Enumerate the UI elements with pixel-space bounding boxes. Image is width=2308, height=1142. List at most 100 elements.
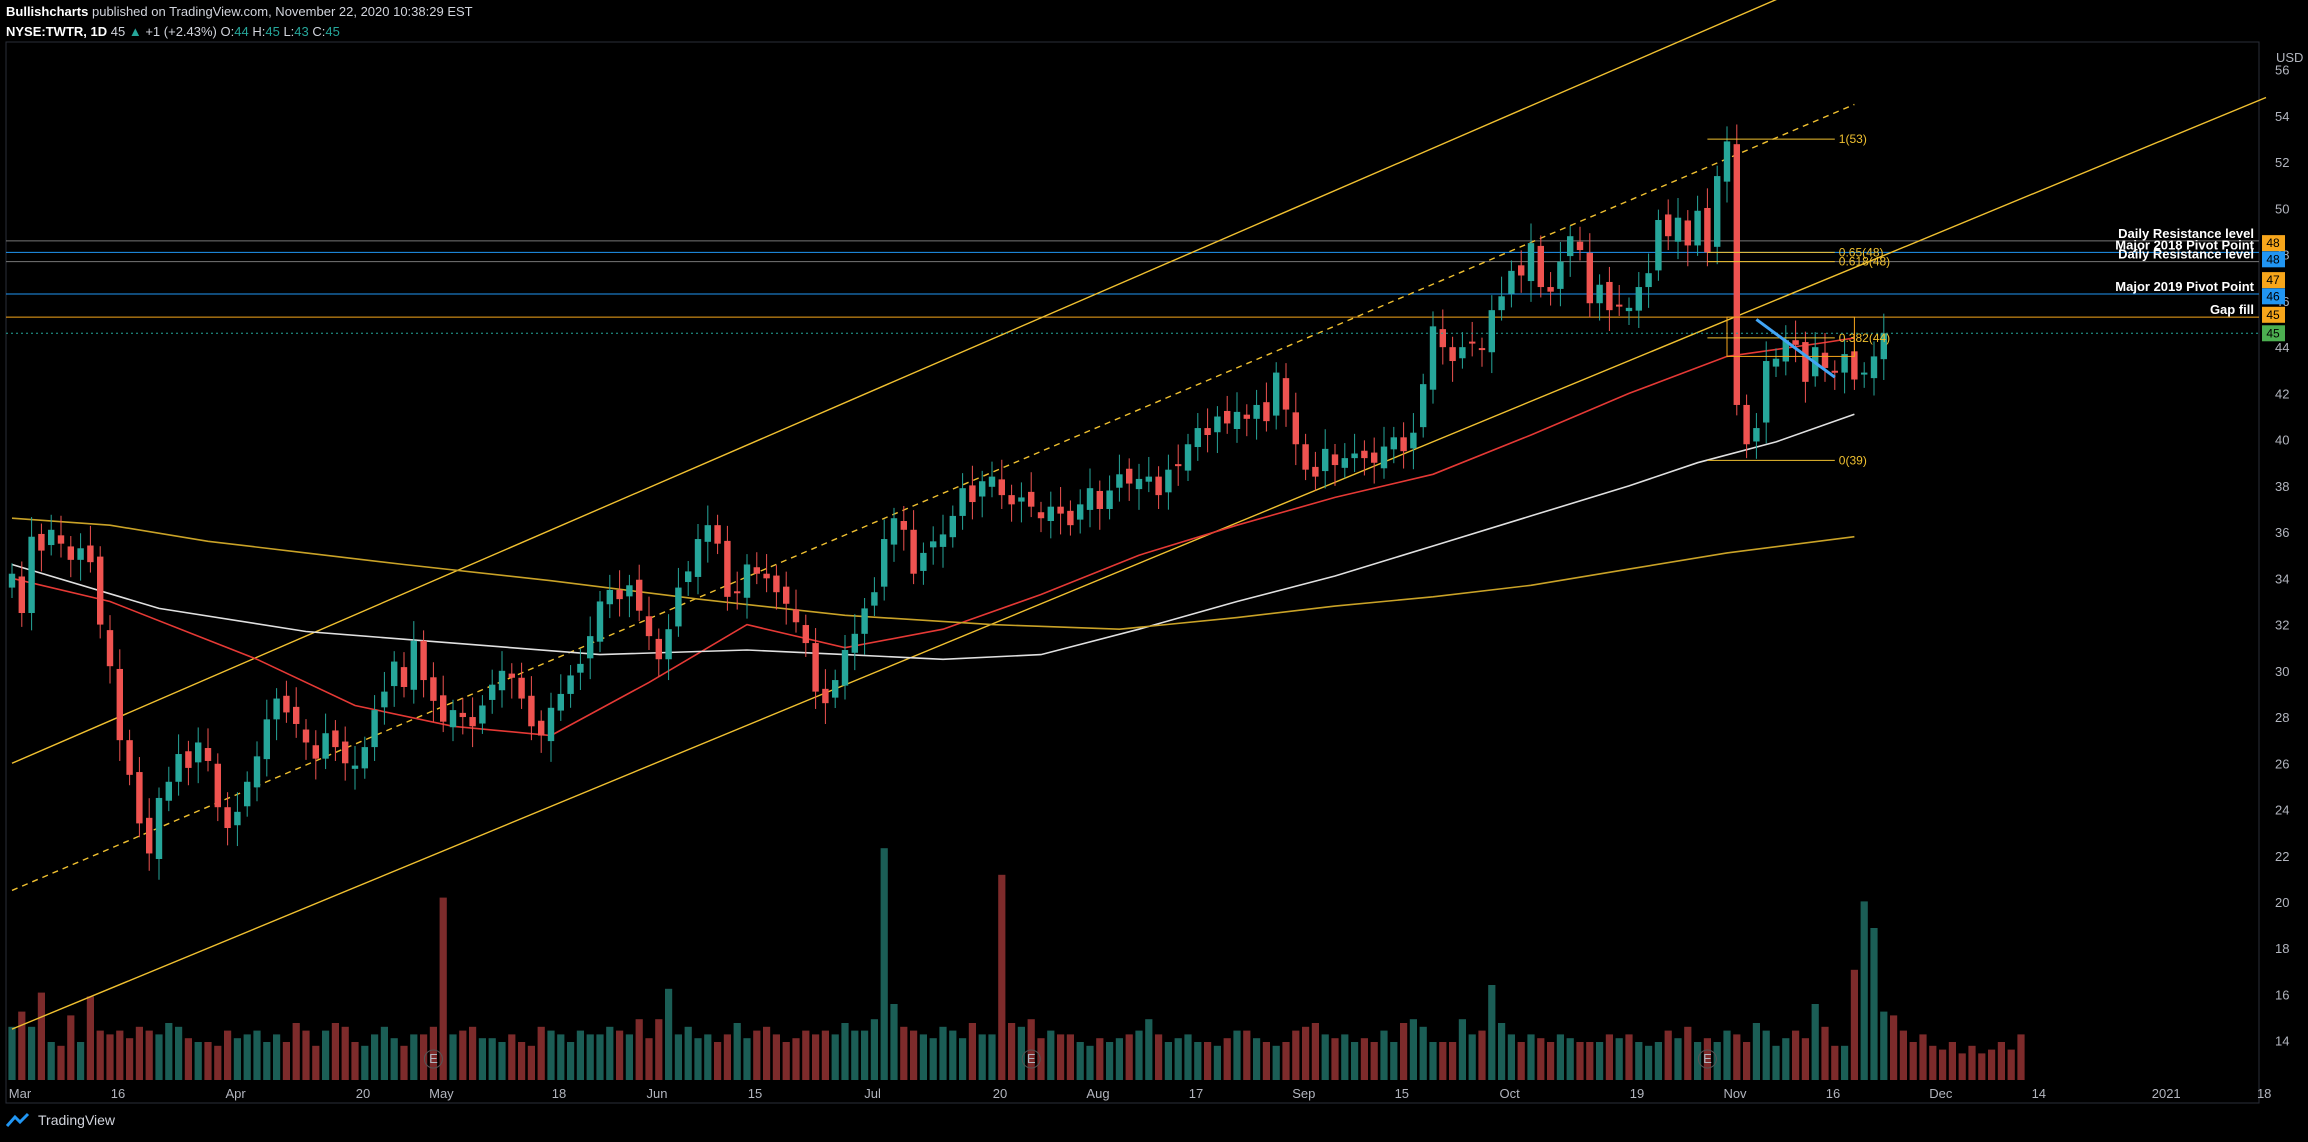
volume-bar [57,1045,65,1080]
candle-body [1194,428,1201,448]
candle-body [1537,245,1544,288]
publisher-name[interactable]: Bullishcharts [6,4,89,19]
change-arrow-icon: ▲ [128,24,142,39]
volume-bar [302,1030,310,1080]
candle-body [420,640,427,681]
price-tick-label: 34 [2275,571,2289,586]
volume-bar [704,1034,712,1080]
time-tick-label: Jul [864,1086,881,1101]
candle-body [430,677,437,701]
candle-body [1263,402,1270,422]
time-tick-label: May [429,1086,454,1101]
candle-body [714,525,721,544]
price-badge-label: 47 [2266,273,2280,287]
open-value: 44 [234,24,249,39]
candle-body [440,695,447,722]
earnings-marker-label: E [1703,1051,1712,1066]
volume-bar [596,1034,604,1080]
price-tick-label: 52 [2275,155,2289,170]
time-axis[interactable]: Mar 16 Apr 20 May 18 Jun 15 Jul 20 Aug 17 Sep 15 Oct 19… [9,1086,2272,1101]
volume-bar [1017,1026,1025,1080]
candle-body [244,781,251,807]
volume-bar [1507,1034,1515,1080]
volume-bar [8,1026,16,1080]
volume-bar [1703,1038,1711,1080]
candle-body [1841,354,1848,373]
volume-bar [429,1026,437,1080]
fib-retracement: 1(53) 0.65(48)0.618(48) 0.382(44) 0(39) [1707,132,1890,467]
candle-body [371,710,378,748]
volume-bar [37,992,45,1080]
volume-bar [1870,928,1878,1080]
volume-bar [1282,1042,1290,1080]
volume-bar [1115,1038,1123,1080]
candle-body [263,719,270,760]
candle-body [1233,411,1241,429]
candle-body [1243,414,1250,419]
volume-bar [184,1038,192,1080]
time-tick-label: 2021 [2152,1086,2181,1101]
tradingview-brand[interactable]: TradingView [38,1112,116,1128]
volume-bar [939,1026,947,1080]
volume-bar [988,1034,996,1080]
volume-bar [400,1045,408,1080]
volume-bar [390,1038,398,1080]
volume-bar [2007,1049,2015,1080]
volume-bar [1694,1042,1702,1080]
time-tick-label: Apr [225,1086,246,1101]
candle-body [645,616,653,637]
volume-bar [292,1023,300,1080]
candle-body [743,564,751,598]
volume-bar [1890,1015,1898,1080]
volume-bar [576,1030,584,1080]
candle-body [538,720,545,736]
volume-bar [194,1042,202,1080]
volume-bar [175,1026,183,1080]
volume-bar [498,1042,506,1080]
price-axis[interactable]: USD 141618202224262830323436384042444648… [2275,50,2303,1049]
volume-bar [792,1038,800,1080]
volume-bar [243,1034,251,1080]
volume-bar [1782,1038,1790,1080]
candle-body [57,535,65,544]
candle-body [949,515,956,538]
volume-bar [1664,1030,1672,1080]
candle-body [1861,372,1868,375]
volume-bar [1311,1023,1319,1080]
volume-bar [1272,1045,1280,1080]
candle-body [939,534,947,547]
candle-body [890,518,898,545]
candle-body [1802,342,1809,382]
candle-body [1782,340,1789,362]
price-tick-label: 24 [2275,803,2289,818]
volume-bar [1547,1042,1555,1080]
candle-body [1606,281,1613,311]
volume-bar [1341,1034,1349,1080]
candle-body [302,729,310,743]
volume-bar [361,1045,369,1080]
volume-bar [1194,1042,1202,1080]
moving-average-line [11,413,1855,661]
candle-body [1851,351,1858,380]
candle-body [38,533,45,551]
moving-average-line [11,517,1855,631]
volume-bar [929,1038,937,1080]
volume-bar [567,1042,575,1080]
moving-average-line [11,337,1855,737]
volume-bar [214,1045,222,1080]
close-label: C: [312,24,326,39]
volume-bar [508,1034,516,1080]
volume-bar [1184,1034,1192,1080]
volume-bar [155,1034,163,1080]
time-tick-label: 16 [1826,1086,1840,1101]
candle-body [1116,474,1123,488]
symbol-label[interactable]: NYSE:TWTR, 1D [6,24,108,39]
time-tick-label: 20 [993,1086,1007,1101]
volume-bar [165,1023,173,1080]
volume-bar [537,1026,545,1080]
volume-bar [1370,1042,1378,1080]
level-label: Gap fill [2210,302,2254,317]
price-badge-label: 45 [2266,308,2280,322]
candle-body [1596,284,1603,304]
